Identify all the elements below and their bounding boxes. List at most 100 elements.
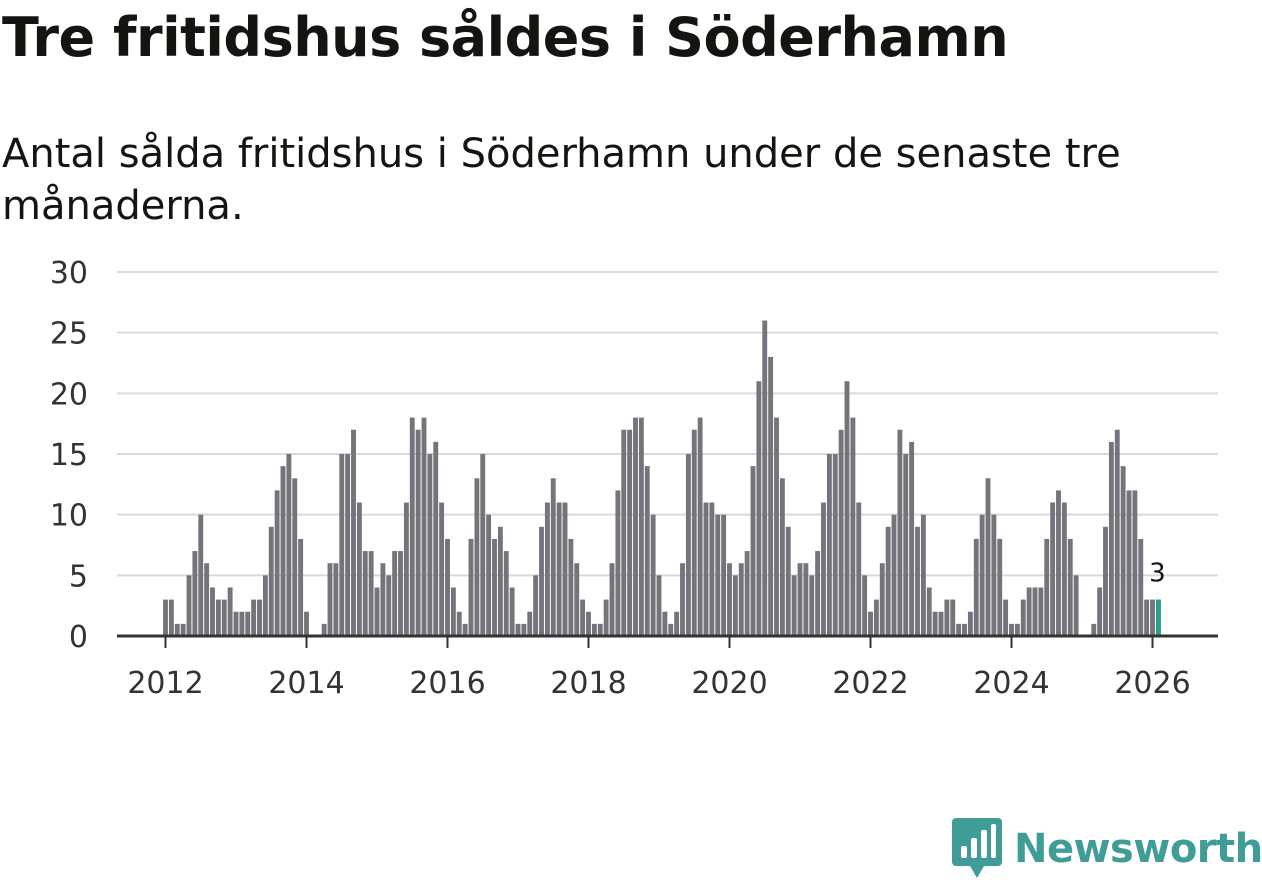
bar — [192, 551, 198, 636]
newsworthy-logo-text: Newsworthy — [1014, 826, 1262, 872]
bar — [868, 611, 873, 636]
bar — [392, 551, 398, 636]
bar — [245, 611, 251, 636]
x-tick-label-2014: 2014 — [268, 666, 344, 701]
y-axis-labels: 0 5 10 15 20 25 30 — [50, 256, 88, 655]
bar — [351, 429, 356, 636]
bar — [450, 587, 456, 636]
bar — [1061, 502, 1067, 636]
bar — [744, 551, 750, 636]
bar — [386, 575, 392, 636]
bar — [633, 417, 638, 636]
bar — [445, 538, 450, 636]
bar — [1056, 490, 1061, 636]
bar — [662, 611, 668, 636]
bar — [251, 599, 257, 636]
bar — [838, 429, 844, 636]
bar — [210, 587, 215, 636]
bar — [1144, 599, 1150, 636]
bar — [1097, 587, 1103, 636]
bar — [333, 563, 339, 636]
bar — [409, 417, 415, 636]
bar — [403, 502, 409, 636]
bar — [163, 599, 168, 636]
bar — [850, 417, 856, 636]
bar — [362, 551, 368, 636]
bar — [398, 551, 403, 636]
x-axis: 2012 2014 2016 2018 2020 2022 2024 2026 — [117, 634, 1218, 701]
bar — [1050, 502, 1056, 636]
bar — [650, 514, 656, 636]
bar — [427, 454, 433, 636]
bar — [785, 526, 791, 636]
bar — [1014, 623, 1020, 636]
bar — [292, 478, 298, 636]
y-tick-label-30: 30 — [50, 256, 88, 291]
bar — [380, 563, 386, 636]
chart-title: Tre fritidshus såldes i Söderhamn — [2, 6, 1009, 69]
bar — [492, 538, 497, 636]
bar — [356, 502, 362, 636]
x-tick-label-2016: 2016 — [409, 666, 485, 701]
bar — [979, 514, 985, 636]
bar — [591, 623, 597, 636]
bar — [938, 611, 944, 636]
bar — [280, 466, 286, 636]
bar — [920, 514, 926, 636]
newsworthy-logo[interactable]: Newsworthy — [952, 818, 1262, 880]
bar — [809, 575, 815, 636]
bar — [903, 454, 909, 636]
bar — [1020, 599, 1026, 636]
bar — [1150, 599, 1155, 636]
bar-highlight — [1155, 599, 1161, 636]
bar — [1132, 490, 1138, 636]
bar — [973, 538, 979, 636]
bar — [180, 623, 186, 636]
bar — [580, 599, 586, 636]
bar — [803, 563, 809, 636]
bar — [674, 611, 680, 636]
bar — [262, 575, 268, 636]
bar — [574, 563, 580, 636]
bar — [327, 563, 333, 636]
bar — [304, 611, 309, 636]
bar — [891, 514, 897, 636]
bar — [956, 623, 962, 636]
bar — [1073, 575, 1079, 636]
y-tick-label-15: 15 — [50, 438, 88, 473]
bar — [885, 526, 891, 636]
bar — [298, 538, 304, 636]
bar — [550, 478, 556, 636]
bar — [691, 429, 697, 636]
bar — [1067, 538, 1073, 636]
bar — [521, 623, 527, 636]
bar — [627, 429, 633, 636]
newsworthy-logo-icon — [952, 818, 1002, 878]
bar — [750, 466, 756, 636]
bar — [339, 454, 345, 636]
bar — [909, 441, 915, 636]
bar — [967, 611, 973, 636]
bar — [1091, 623, 1097, 636]
bar — [527, 611, 533, 636]
bar — [915, 526, 920, 636]
bar — [186, 575, 192, 636]
bar — [615, 490, 621, 636]
x-tick-label-2026: 2026 — [1114, 666, 1190, 701]
bar — [832, 454, 838, 636]
bar — [962, 623, 967, 636]
bars — [163, 320, 1161, 636]
bar — [944, 599, 950, 636]
y-tick-label-0: 0 — [69, 620, 88, 655]
bar — [204, 563, 210, 636]
bar — [239, 611, 245, 636]
bar — [227, 587, 233, 636]
bar — [368, 551, 374, 636]
bar — [826, 454, 832, 636]
bar — [1108, 441, 1114, 636]
bar — [738, 563, 744, 636]
bar — [609, 563, 615, 636]
bar — [668, 623, 674, 636]
bar — [703, 502, 709, 636]
bar — [950, 599, 956, 636]
